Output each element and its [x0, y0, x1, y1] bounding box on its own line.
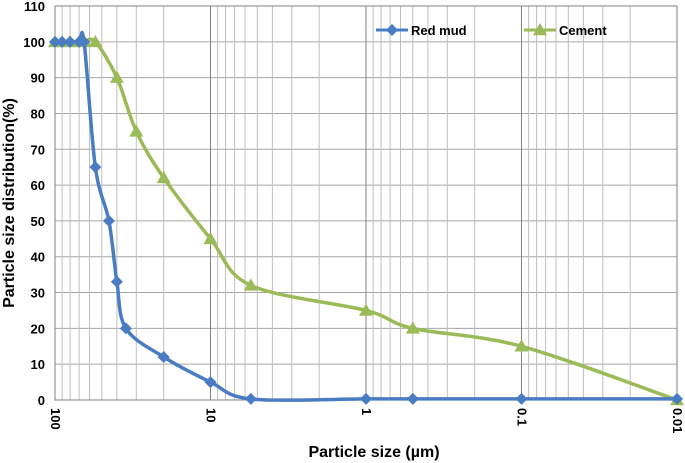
series [48, 30, 684, 406]
y-tick-label: 80 [31, 106, 45, 121]
data-point-red-mud [406, 392, 419, 405]
data-point-cement [109, 70, 124, 83]
y-tick-label: 0 [38, 393, 45, 408]
x-axis-title: Particle size (µm) [308, 444, 439, 461]
y-tick-label: 110 [24, 0, 45, 14]
x-tick-labels: 100 10 1 0.1 0.01 [48, 408, 685, 433]
y-tick-label: 20 [31, 321, 45, 336]
data-point-red-mud [89, 161, 102, 174]
y-tick-labels: 0 10 20 30 40 50 60 70 80 90 100 110 [23, 0, 45, 408]
legend: Red mud Cement [376, 23, 607, 38]
y-tick-label: 60 [31, 178, 45, 193]
y-tick-label: 90 [31, 71, 45, 86]
data-point-red-mud [56, 35, 69, 48]
data-point-red-mud [49, 35, 61, 48]
data-point-red-mud [515, 392, 528, 405]
data-point-cement [88, 34, 103, 48]
x-tick-label: 1 [359, 408, 374, 415]
legend-marker-cement [533, 23, 547, 36]
grid [55, 5, 678, 401]
x-tick-label: 10 [204, 408, 219, 422]
y-tick-label: 30 [31, 286, 45, 301]
data-point-red-mud [110, 275, 123, 288]
data-point-cement [405, 321, 420, 334]
data-point-red-mud [244, 392, 257, 405]
data-point-red-mud [360, 392, 372, 405]
data-point-red-mud [671, 392, 683, 405]
legend-label-red-mud: Red mud [411, 23, 467, 38]
data-point-red-mud [78, 35, 91, 48]
data-point-red-mud [204, 376, 217, 389]
data-point-red-mud [157, 351, 170, 364]
data-point-cement [514, 339, 529, 352]
data-point-red-mud [102, 214, 115, 227]
x-tick-label: 0.1 [515, 408, 530, 426]
y-tick-label: 50 [31, 214, 45, 229]
y-tick-label: 10 [31, 357, 45, 372]
data-point-red-mud [119, 322, 132, 335]
y-tick-label: 70 [31, 142, 45, 157]
x-tick-label: 0.01 [670, 408, 685, 433]
x-tick-label: 100 [48, 408, 63, 430]
data-point-cement [156, 170, 171, 184]
data-point-cement [129, 124, 144, 137]
data-point-cement [203, 231, 218, 245]
legend-marker-red-mud [386, 24, 398, 36]
y-tick-label: 40 [31, 250, 45, 265]
legend-label-cement: Cement [559, 23, 607, 38]
y-axis-title: Particle size distribution(%) [1, 98, 18, 308]
y-tick-label: 100 [23, 35, 45, 50]
data-point-red-mud [64, 35, 77, 48]
data-point-cement [359, 303, 373, 316]
data-point-cement [243, 278, 258, 291]
